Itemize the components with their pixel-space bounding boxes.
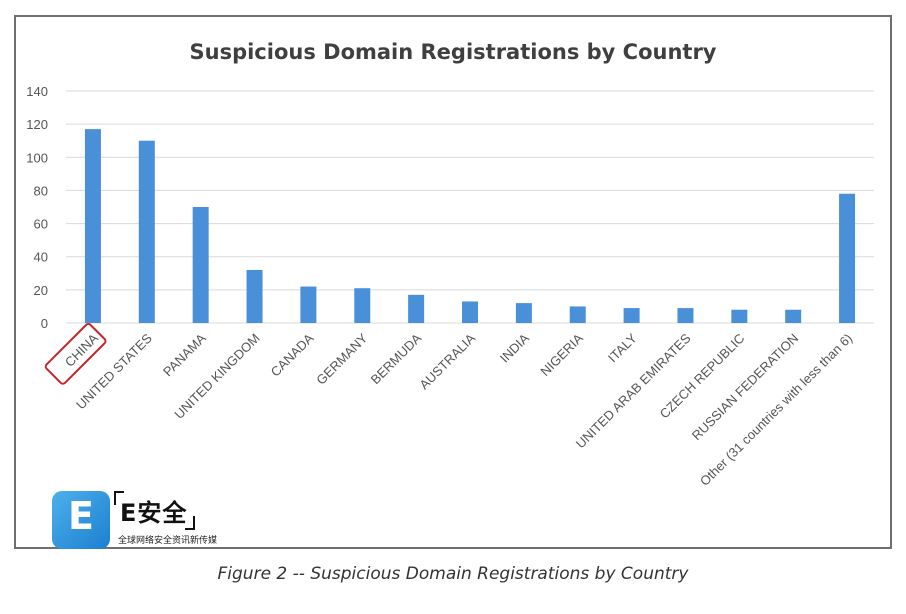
bar	[839, 193, 856, 323]
y-tick-label: 20	[34, 283, 48, 298]
bar	[462, 301, 478, 323]
esecurity-logo: E E安全 全球网络安全资讯新传媒	[52, 489, 242, 551]
bar	[785, 309, 802, 323]
highlight-box	[44, 322, 107, 385]
x-tick-label: NIGERIA	[537, 330, 586, 379]
bar	[246, 269, 263, 323]
x-tick-label: ITALY	[605, 330, 640, 365]
bar	[677, 308, 694, 323]
x-tick-label: BERMUDA	[368, 330, 425, 387]
y-tick-label: 80	[34, 183, 48, 198]
bar	[300, 286, 317, 323]
y-axis-ticks: 0 20 40 60 80 100 120 140	[26, 84, 48, 331]
figure-caption: Figure 2 -- Suspicious Domain Registrati…	[217, 564, 689, 584]
bar	[408, 294, 425, 323]
logo-tagline: 全球网络安全资讯新传媒	[118, 536, 218, 546]
bar	[84, 129, 101, 323]
bar	[623, 308, 640, 323]
bar	[354, 288, 371, 323]
logo-brand: E安全	[113, 491, 196, 530]
y-tick-label: 100	[26, 150, 48, 165]
x-tick-label: INDIA	[497, 330, 532, 365]
bar-chart: Suspicious Domain Registrations by Count…	[26, 40, 874, 489]
gridlines	[66, 90, 874, 324]
bar	[569, 306, 586, 323]
x-tick-label: RUSSIAN FEDERATION	[689, 331, 802, 444]
bar	[138, 140, 155, 323]
e-letter-icon: E	[52, 491, 110, 549]
chart-frame: Suspicious Domain Registrations by Count…	[14, 15, 892, 549]
y-tick-label: 0	[41, 316, 48, 331]
x-tick-label: CHINA	[62, 330, 101, 369]
y-tick-label: 120	[26, 117, 48, 132]
x-tick-label: GERMANY	[313, 330, 370, 387]
bar	[192, 207, 209, 323]
bar	[731, 309, 748, 323]
y-tick-label: 40	[34, 250, 48, 265]
chart-title: Suspicious Domain Registrations by Count…	[190, 40, 717, 64]
bars	[84, 129, 856, 323]
x-tick-label: PANAMA	[160, 330, 209, 379]
y-tick-label: 60	[34, 217, 48, 232]
y-tick-label: 140	[26, 84, 48, 99]
bar	[515, 303, 532, 323]
x-tick-label: CANADA	[268, 330, 317, 379]
x-tick-label: AUSTRALIA	[416, 330, 478, 392]
